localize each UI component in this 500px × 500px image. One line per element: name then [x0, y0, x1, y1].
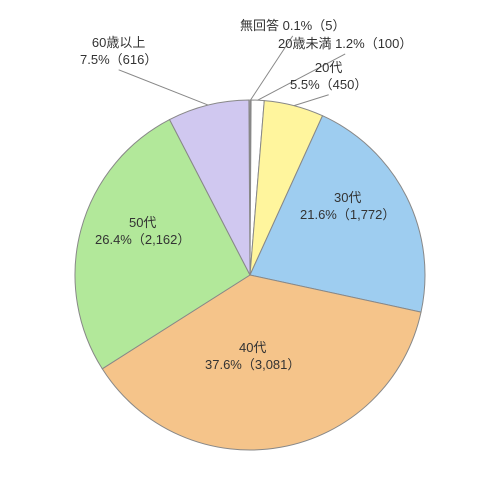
slice-label-line1: 無回答 0.1%（5） — [240, 18, 345, 35]
slice-label: 20歳未満 1.2%（100） — [278, 36, 412, 53]
slice-label-line1: 40代 — [205, 340, 300, 357]
slice-label-line2: 5.5%（450） — [290, 77, 367, 94]
slice-label-line2: 37.6%（3,081） — [205, 357, 300, 374]
slice-label: 40代37.6%（3,081） — [205, 340, 300, 374]
leader-line — [294, 95, 329, 106]
leader-line — [119, 70, 208, 105]
slice-label-line2: 21.6%（1,772） — [300, 207, 395, 224]
slice-label: 20代5.5%（450） — [290, 60, 367, 94]
slice-label: 50代26.4%（2,162） — [95, 215, 190, 249]
slice-label-line1: 20代 — [290, 60, 367, 77]
slice-label-line1: 50代 — [95, 215, 190, 232]
slice-label: 30代21.6%（1,772） — [300, 190, 395, 224]
age-pie-chart — [0, 0, 500, 500]
slice-label: 無回答 0.1%（5） — [240, 18, 345, 35]
slice-label-line1: 60歳以上 — [80, 35, 157, 52]
slice-label-line1: 20歳未満 1.2%（100） — [278, 36, 412, 53]
slice-label-line2: 26.4%（2,162） — [95, 232, 190, 249]
slice-label-line2: 7.5%（616） — [80, 52, 157, 69]
slice-label: 60歳以上7.5%（616） — [80, 35, 157, 69]
slice-label-line1: 30代 — [300, 190, 395, 207]
